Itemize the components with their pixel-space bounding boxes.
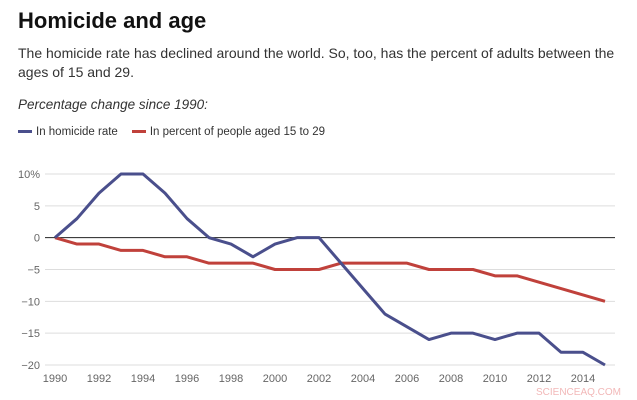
- y-tick-label: 5: [34, 201, 40, 213]
- legend-item-homicide: In homicide rate: [18, 126, 118, 138]
- x-tick-label: 1994: [131, 373, 155, 385]
- y-tick-label: 0: [34, 233, 40, 245]
- x-tick-label: 2006: [395, 373, 419, 385]
- y-tick-label: −5: [27, 265, 40, 277]
- chart-subtitle: The homicide rate has declined around th…: [18, 45, 615, 80]
- x-tick-label: 2004: [351, 373, 375, 385]
- chart-note: Percentage change since 1990:: [18, 97, 208, 112]
- x-tick-label: 2002: [307, 373, 331, 385]
- y-tick-label: −20: [21, 360, 40, 372]
- y-tick-label: 10%: [18, 169, 40, 181]
- x-tick-label: 2012: [527, 373, 551, 385]
- legend: In homicide rate In percent of people ag…: [18, 126, 325, 138]
- x-tick-label: 2010: [483, 373, 507, 385]
- series-line-homicide: [54, 172, 606, 367]
- x-tick-label: 1998: [219, 373, 243, 385]
- legend-swatch: [18, 130, 32, 134]
- series-line-youth: [54, 236, 606, 303]
- x-tick-label: 1992: [87, 373, 111, 385]
- x-tick-label: 1996: [175, 373, 199, 385]
- x-tick-label: 1990: [43, 373, 67, 385]
- chart-title: Homicide and age: [18, 8, 207, 33]
- y-tick-label: −10: [21, 296, 40, 308]
- x-tick-label: 2014: [571, 373, 595, 385]
- legend-swatch: [131, 130, 146, 134]
- x-tick-label: 2000: [263, 373, 287, 385]
- y-tick-label: −15: [21, 328, 40, 340]
- watermark: SCIENCEAQ.COM: [535, 387, 621, 398]
- legend-label: In homicide rate: [36, 126, 118, 138]
- x-tick-label: 2008: [439, 373, 463, 385]
- legend-item-youth: In percent of people aged 15 to 29: [131, 126, 326, 138]
- legend-label: In percent of people aged 15 to 29: [149, 126, 326, 138]
